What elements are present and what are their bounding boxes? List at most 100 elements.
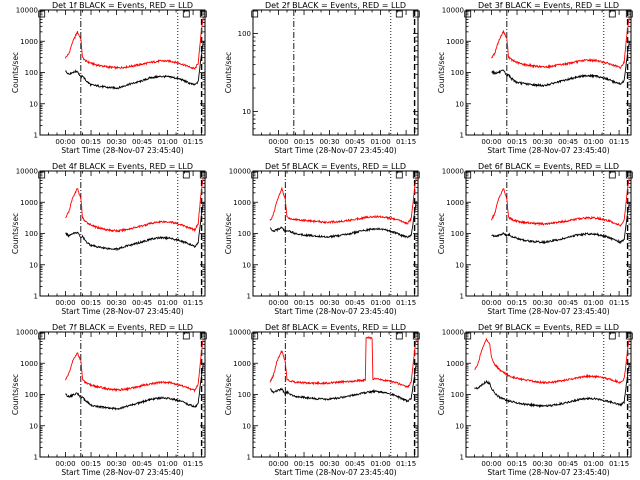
x-tick-label: 00:45 <box>132 460 152 468</box>
y-axis-label: Counts/sec <box>437 213 446 254</box>
flag-marker <box>38 332 46 340</box>
x-tick-label: 00:45 <box>132 138 152 146</box>
x-tick-label: 01:15 <box>396 299 416 307</box>
x-axis-label: Start Time (28-Nov-07 23:45:40) <box>487 146 609 155</box>
x-tick-label: 00:45 <box>558 138 578 146</box>
series-line-lld <box>491 16 630 70</box>
x-tick-label: 00:00 <box>268 460 288 468</box>
panel-title: Det 9f BLACK = Events, RED = LLD <box>478 323 619 332</box>
x-tick-label: 00:15 <box>507 299 527 307</box>
detector-panel-6: Det 6f BLACK = Events, RED = LLD 1 10 100 10… <box>437 162 633 316</box>
y-tick-label: 100 <box>451 230 464 238</box>
series-line-lld <box>65 338 204 393</box>
y-tick-label: 100 <box>238 230 251 238</box>
y-tick-label: 10 <box>242 261 251 269</box>
y-tick-label: 10000 <box>442 168 464 176</box>
detector-panel-8: Det 8f BLACK = Events, RED = LLD 1 10 100 10… <box>224 323 420 477</box>
x-tick-label: 00:30 <box>532 138 552 146</box>
y-tick-label: 1000 <box>446 199 464 207</box>
x-tick-label: 01:00 <box>583 299 603 307</box>
y-tick-label: 1000 <box>20 199 38 207</box>
y-tick-label: 10 <box>455 261 464 269</box>
x-tick-label: 00:30 <box>532 460 552 468</box>
flag-marker <box>464 332 472 340</box>
x-tick-label: 00:15 <box>81 138 101 146</box>
x-tick-label: 01:15 <box>183 460 203 468</box>
y-tick-label: 1 <box>247 454 251 462</box>
plot-frame <box>252 9 419 136</box>
x-tick-label: 00:45 <box>345 460 365 468</box>
y-axis-label: Counts/sec <box>11 52 20 93</box>
x-axis-label: Start Time (28-Nov-07 23:45:40) <box>274 468 396 477</box>
panel-title: Det 2f BLACK = Events, RED = LLD <box>265 1 406 10</box>
y-axis-label: Counts/sec <box>224 213 233 254</box>
flag-marker <box>38 10 46 18</box>
flag-marker <box>251 171 259 179</box>
y-tick-label: 100 <box>25 69 38 77</box>
x-tick-label: 01:15 <box>609 138 629 146</box>
x-tick-label: 00:00 <box>55 138 75 146</box>
flag-marker <box>608 10 616 18</box>
series-line-lld <box>269 177 417 225</box>
x-tick-label: 00:15 <box>81 299 101 307</box>
series-line-events <box>269 363 417 403</box>
x-tick-label: 00:45 <box>345 299 365 307</box>
series-line-events <box>491 202 630 245</box>
flag-marker <box>395 10 403 18</box>
y-axis-label: Counts/sec <box>437 374 446 415</box>
y-tick-label: 1000 <box>20 360 38 368</box>
x-tick-label: 00:15 <box>294 138 314 146</box>
series-line-events <box>491 41 630 88</box>
x-tick-label: 01:15 <box>609 299 629 307</box>
plot-frame <box>39 170 206 297</box>
x-tick-label: 00:45 <box>345 138 365 146</box>
x-tick-label: 00:00 <box>268 138 288 146</box>
x-tick-label: 00:30 <box>319 299 339 307</box>
y-tick-label: 10 <box>29 422 38 430</box>
x-tick-label: 00:00 <box>55 460 75 468</box>
panel-title: Det 8f BLACK = Events, RED = LLD <box>265 323 406 332</box>
y-tick-label: 1 <box>34 132 38 140</box>
x-tick-label: 00:30 <box>106 299 126 307</box>
detector-panel-9: Det 9f BLACK = Events, RED = LLD 1 10 100 10… <box>437 323 633 477</box>
detector-panel-3: Det 3f BLACK = Events, RED = LLD 1 10 100 10… <box>437 1 633 155</box>
x-tick-label: 00:00 <box>55 299 75 307</box>
y-tick-label: 10 <box>455 100 464 108</box>
y-tick-label: 10 <box>455 422 464 430</box>
panel-title: Det 6f BLACK = Events, RED = LLD <box>478 162 619 171</box>
x-tick-label: 01:00 <box>583 138 603 146</box>
x-tick-label: 00:45 <box>558 460 578 468</box>
x-tick-label: 00:00 <box>481 460 501 468</box>
panel-title: Det 5f BLACK = Events, RED = LLD <box>265 162 406 171</box>
panel-title: Det 4f BLACK = Events, RED = LLD <box>52 162 193 171</box>
flag-marker <box>608 171 616 179</box>
x-tick-label: 01:15 <box>183 138 203 146</box>
x-tick-label: 00:30 <box>319 138 339 146</box>
x-axis-label: Start Time (28-Nov-07 23:45:40) <box>61 146 183 155</box>
y-tick-label: 1 <box>34 454 38 462</box>
y-tick-label: 1 <box>34 293 38 301</box>
x-axis-label: Start Time (28-Nov-07 23:45:40) <box>274 307 396 316</box>
panel-title: Det 3f BLACK = Events, RED = LLD <box>478 1 619 10</box>
x-axis-label: Start Time (28-Nov-07 23:45:40) <box>61 307 183 316</box>
y-axis-label: Counts/sec <box>224 374 233 415</box>
detector-panel-7: Det 7f BLACK = Events, RED = LLD 1 10 100 10… <box>11 323 207 477</box>
y-tick-label: 1 <box>460 293 464 301</box>
y-tick-label: 100 <box>451 391 464 399</box>
x-tick-label: 01:15 <box>396 138 416 146</box>
x-tick-label: 01:00 <box>157 299 177 307</box>
y-tick-label: 100 <box>238 391 251 399</box>
x-tick-label: 00:15 <box>294 460 314 468</box>
y-tick-label: 100 <box>238 30 251 38</box>
y-tick-label: 10 <box>29 261 38 269</box>
y-axis-label: Counts/sec <box>224 52 233 93</box>
y-tick-label: 1000 <box>446 360 464 368</box>
plot-frame <box>465 170 632 297</box>
y-tick-label: 10000 <box>229 168 251 176</box>
flag-marker <box>182 171 190 179</box>
plot-frame <box>465 9 632 136</box>
series-line-events <box>65 41 204 90</box>
x-tick-label: 01:00 <box>370 299 390 307</box>
x-axis-label: Start Time (28-Nov-07 23:45:40) <box>61 468 183 477</box>
y-axis-label: Counts/sec <box>437 52 446 93</box>
